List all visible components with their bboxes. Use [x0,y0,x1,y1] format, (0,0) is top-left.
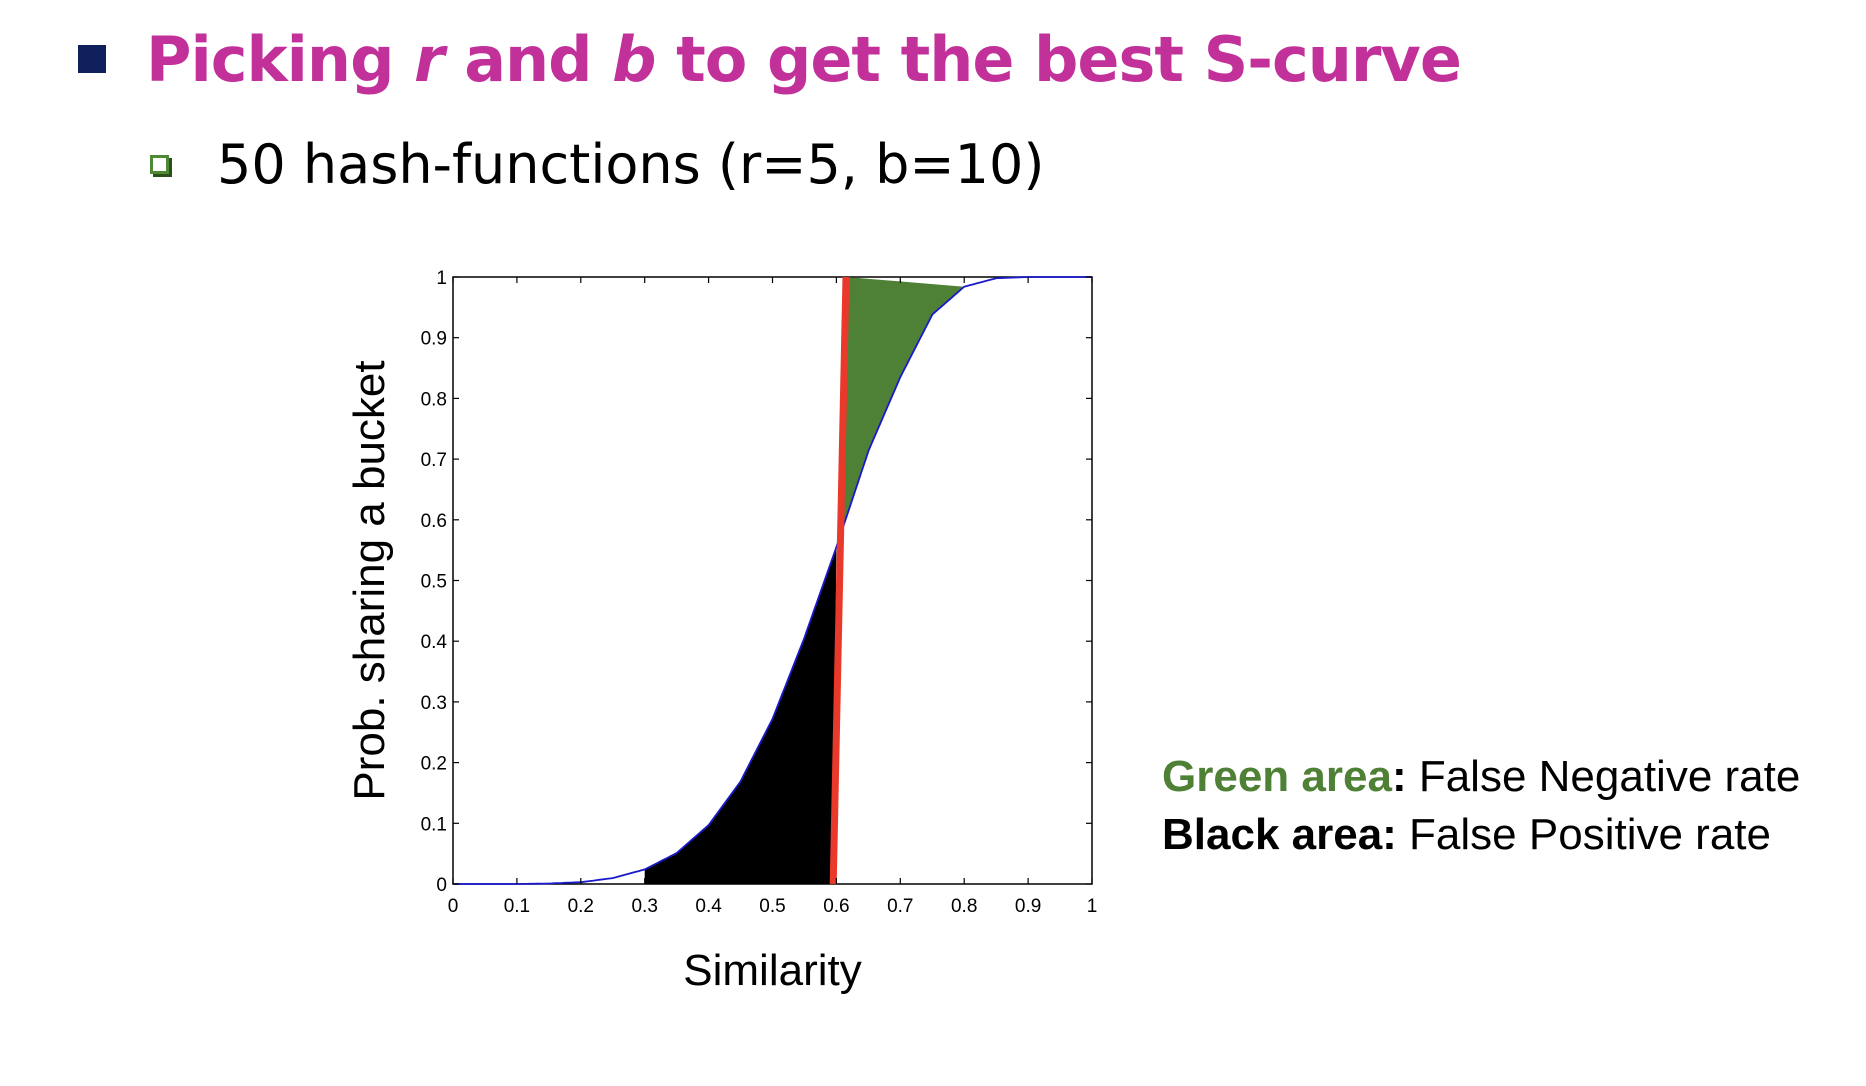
y-axis-label: Prob. sharing a bucket [345,360,394,800]
title-post: to get the best S-curve [655,22,1462,96]
y-tick-label: 0.6 [421,511,447,532]
legend-black-text: False Positive rate [1396,810,1771,859]
s-curve-line [453,276,1092,885]
y-tick-label: 0.2 [421,754,447,775]
x-tick-label: 0.3 [631,896,657,917]
slide-title: Picking r and b to get the best S-curve [78,14,1462,104]
title-r: r [414,22,445,96]
legend-green-label: Green area [1162,752,1392,801]
y-tick-label: 1 [436,268,447,289]
x-tick-label: 0.6 [823,896,849,917]
title-text: Picking r and b to get the best S-curve [146,22,1462,96]
threshold-line [829,276,850,885]
subtitle-row: 50 hash-functions (r=5, b=10) [150,124,1044,204]
title-mid: and [443,22,613,96]
x-tick-label: 0 [448,896,459,917]
x-tick-label: 1 [1087,896,1098,917]
legend-green-text: False Negative rate [1406,752,1801,801]
x-tick-label: 0.9 [1015,896,1041,917]
legend-black-label: Black area: [1162,810,1397,859]
x-tick-label: 0.8 [951,896,977,917]
hollow-square-bullet-icon [150,154,169,174]
y-tick-label: 0.1 [421,814,447,835]
legend-green: Green area: False Negative rate [1162,752,1800,802]
x-tick-label: 0.7 [887,896,913,917]
x-tick-label: 0.2 [568,896,594,917]
false-negative-area [840,277,965,528]
y-tick-label: 0.7 [421,450,447,471]
legend-black: Black area: False Positive rate [1162,810,1771,860]
legend-green-colon: : [1391,752,1407,801]
x-axis-label: Similarity [683,946,861,995]
square-bullet-icon [78,45,106,73]
y-tick-label: 0 [436,875,447,896]
false-positive-area [644,547,837,884]
y-tick-label: 0.9 [421,329,447,350]
y-tick-label: 0.8 [421,389,447,410]
x-tick-label: 0.1 [504,896,530,917]
subtitle-text: 50 hash-functions (r=5, b=10) [217,132,1045,196]
title-pre: Picking [146,22,415,96]
x-tick-label: 0.5 [759,896,785,917]
x-tick-label: 0.4 [695,896,722,917]
y-tick-label: 0.5 [421,572,447,593]
title-b: b [612,22,656,96]
y-tick-label: 0.3 [421,693,447,714]
y-tick-label: 0.4 [421,632,448,653]
